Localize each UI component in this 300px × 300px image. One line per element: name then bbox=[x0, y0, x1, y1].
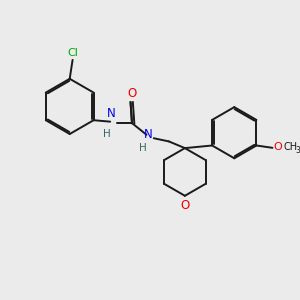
Text: O: O bbox=[127, 87, 136, 100]
Text: CH: CH bbox=[284, 142, 298, 152]
Text: H: H bbox=[139, 143, 147, 153]
Text: N: N bbox=[144, 128, 152, 141]
Text: Cl: Cl bbox=[67, 48, 78, 58]
Text: H: H bbox=[103, 129, 110, 139]
Text: O: O bbox=[180, 199, 190, 212]
Text: 3: 3 bbox=[295, 146, 300, 154]
Text: O: O bbox=[273, 142, 282, 152]
Text: N: N bbox=[107, 106, 116, 120]
